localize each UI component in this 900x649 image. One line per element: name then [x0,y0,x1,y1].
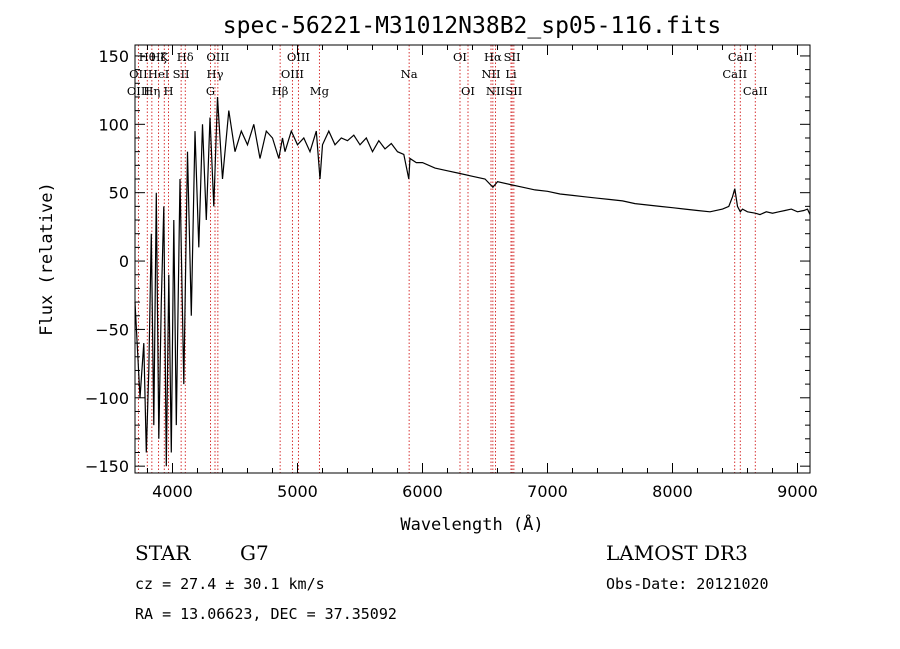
line-label-6: K [160,50,169,64]
radial-velocity: cz = 27.4 ± 30.1 km/s [135,575,325,593]
line-label-27: CaII [722,67,747,81]
y-axis-label: Flux (relative) [37,182,57,336]
x-tick-label: 5000 [277,482,318,501]
y-tick-label: 50 [109,184,129,203]
x-axis-label: Wavelength (Å) [400,513,543,535]
line-label-19: OI [461,84,475,98]
observation-date: Obs-Date: 20121020 [606,575,769,593]
line-label-26: CaII [728,50,753,64]
plot-frame [134,44,811,474]
line-label-4: HeI [148,67,169,81]
line-label-11: Hγ [207,67,224,81]
y-tick-label: 0 [119,252,129,271]
line-label-24: NII [486,84,505,98]
y-tick-label: −100 [85,389,129,408]
line-label-21: SII [504,50,521,64]
emission-line-markers [137,45,756,473]
x-tick-label: 4000 [152,482,193,501]
line-label-8: H [163,84,173,98]
coordinates: RA = 13.06623, DEC = 37.35092 [135,605,397,623]
y-tick-label: 100 [98,115,129,134]
line-label-10: OIII [206,50,229,64]
y-tick-label: −150 [85,457,129,476]
y-tick-label: −50 [95,320,129,339]
line-label-3: Hζ [150,50,166,64]
y-axis-ticks: −150 −100 −50 0 50 100 150 [85,47,810,476]
x-tick-label: 6000 [402,482,443,501]
chart-title: spec-56221-M31012N38B2_sp05-116.fits [223,13,722,39]
x-axis-ticks: 4000 5000 6000 7000 8000 9000 [147,45,818,501]
line-label-17: Na [401,67,418,81]
line-label-14: OIII [287,50,310,64]
line-label-7: SII [173,67,190,81]
line-label-9: Hδ [177,50,194,64]
line-label-18: OI [453,50,467,64]
object-subclass: G7 [240,541,269,565]
y-tick-label: 150 [98,47,129,66]
line-label-22: NII [481,67,500,81]
line-label-16: Mg [310,84,330,98]
line-label-12: G [206,84,215,98]
line-label-0: Hθ [139,50,156,64]
line-label-20: Hα [484,50,502,64]
line-label-23: Li [505,67,517,81]
x-tick-label: 7000 [527,482,568,501]
line-label-28: CaII [743,84,768,98]
object-class: STAR [135,541,191,565]
line-label-1: OII [129,67,148,81]
line-label-15: OIII [281,67,304,81]
line-label-25: SII [505,84,522,98]
line-label-13: Hβ [272,84,289,98]
line-label-2: OIII [127,84,150,98]
x-tick-label: 9000 [777,482,818,501]
x-tick-label: 8000 [652,482,693,501]
line-label-5: Hη [143,84,160,98]
spectrum-line [134,96,811,467]
survey-name: LAMOST DR3 [606,541,748,565]
